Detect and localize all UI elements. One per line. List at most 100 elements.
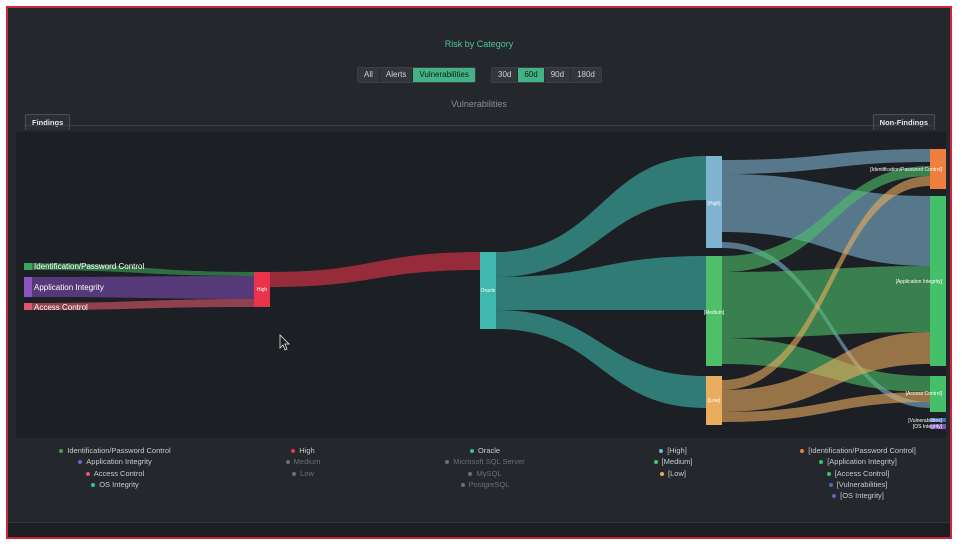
tab-non-findings[interactable]: Non-Findings (872, 114, 935, 130)
label-cat-app: [Application Integrity] (896, 279, 943, 285)
node-sev-low[interactable] (706, 376, 722, 425)
legend-label: [Application Integrity] (827, 457, 897, 467)
legend-item[interactable]: [Vulnerabilities] (783, 479, 933, 490)
legend-severity: High Medium Low (263, 445, 343, 479)
label-appint: Application Integrity (34, 283, 104, 292)
legend-item[interactable]: [Medium] (633, 456, 713, 467)
legend-label: Medium (293, 457, 321, 467)
legend-item[interactable]: PostgreSQL (430, 479, 540, 490)
legend-item[interactable]: Identification/Password Control (55, 445, 175, 456)
legend-dot-icon (91, 482, 96, 487)
range-filter-group: 30d 60d 90d 180d (491, 67, 602, 83)
legend-category: [Identification/Password Control] [Applic… (783, 445, 933, 501)
chart-subtitle: Vulnerabilities (451, 99, 507, 109)
link-high-oracle[interactable] (270, 252, 480, 287)
range-90d-button[interactable]: 90d (544, 68, 572, 82)
node-high[interactable] (254, 272, 270, 307)
legend-label: Microsoft SQL Server (453, 457, 525, 467)
label-cat-vuln: [Vulnerabilities] (908, 418, 942, 424)
nodes (24, 149, 946, 429)
node-appint[interactable] (24, 277, 32, 297)
node-access[interactable] (24, 303, 32, 310)
node-cat-access[interactable] (930, 376, 946, 412)
node-cat-os[interactable] (930, 424, 946, 429)
label-oracle: Oracle (481, 288, 496, 294)
range-30d-button[interactable]: 30d (492, 68, 519, 82)
sankey-chart: Identification/Password Control Applicat… (16, 132, 946, 438)
chart-title: Risk by Category (444, 39, 514, 49)
link-idpw-high[interactable] (28, 263, 254, 276)
filter-all-button[interactable]: All (358, 68, 380, 82)
tab-findings[interactable]: Findings (25, 114, 71, 130)
link-appint-high[interactable] (28, 276, 254, 299)
legend-item[interactable]: Application Integrity (55, 456, 175, 467)
label-cat-idpw: [Identification/Password Control] (870, 167, 942, 173)
legend-label: [Low] (668, 468, 686, 478)
legend-dot-icon (445, 460, 450, 465)
filter-alerts-button[interactable]: Alerts (379, 68, 414, 82)
filter-vulnerabilities-button[interactable]: Vulnerabilities (413, 68, 475, 82)
legend-item[interactable]: [Low] (633, 468, 713, 479)
legend-label: MySQL (476, 468, 502, 478)
legend-item[interactable]: [Identification/Password Control] (783, 445, 933, 456)
link-sevmedium-idpw[interactable] (722, 166, 930, 272)
label-sev-low: [Low] (708, 398, 721, 404)
link-sevhigh-idpw[interactable] (722, 149, 930, 174)
legend-label: [Medium] (661, 457, 693, 467)
legend-dot-icon (291, 449, 296, 454)
legend-item[interactable]: OS Integrity (55, 479, 175, 490)
range-180d-button[interactable]: 180d (571, 68, 601, 82)
node-oracle[interactable] (480, 252, 496, 329)
link-oracle-sevhigh[interactable] (496, 156, 706, 277)
node-sev-medium[interactable] (706, 256, 722, 366)
legend-label: Application Integrity (86, 457, 152, 467)
legend-dot-icon (285, 460, 290, 465)
tab-divider (23, 125, 935, 126)
node-idpw[interactable] (24, 263, 32, 270)
legend-label: High (299, 446, 315, 455)
legend-item[interactable]: High (263, 445, 343, 456)
range-60d-button[interactable]: 60d (518, 68, 545, 82)
link-oracle-sevlow[interactable] (496, 310, 706, 408)
legend-dot-icon (800, 449, 805, 454)
node-sev-high[interactable] (706, 156, 722, 248)
node-cat-idpw[interactable] (930, 149, 946, 189)
label-high: High (257, 287, 268, 293)
link-access-high[interactable] (28, 299, 254, 310)
legend-item[interactable]: MySQL (430, 468, 540, 479)
label-cat-os: [OS Integrity] (913, 424, 943, 430)
legend-dot-icon (659, 449, 664, 454)
legend-label: [Access Control] (834, 468, 890, 478)
node-cat-vuln[interactable] (930, 418, 946, 422)
legend-item[interactable]: Access Control (55, 468, 175, 479)
legend-item[interactable]: Microsoft SQL Server (430, 456, 540, 467)
legend-item[interactable]: Medium (263, 456, 343, 467)
node-cat-app[interactable] (930, 196, 946, 366)
legend-item[interactable]: [OS Integrity] (783, 490, 933, 501)
bottom-status-bar (8, 522, 950, 537)
legend-dot-icon (469, 449, 474, 454)
legend-item[interactable]: [Application Integrity] (783, 456, 933, 467)
legend-item[interactable]: [High] (633, 445, 713, 456)
legend-label: Low (300, 468, 314, 478)
legend-dot-icon (468, 471, 473, 476)
legend-label: PostgreSQL (468, 479, 510, 489)
link-sevmedium-app[interactable] (722, 266, 930, 338)
legend-item[interactable]: Low (263, 468, 343, 479)
label-sev-medium: [Medium] (704, 310, 725, 316)
legend-label: Identification/Password Control (67, 446, 171, 455)
type-filter-group: All Alerts Vulnerabilities (357, 67, 476, 83)
legend-dot-icon (828, 482, 833, 487)
legend-dot-icon (826, 471, 831, 476)
legend-dot-icon (85, 471, 90, 476)
legend-label: [Vulnerabilities] (836, 479, 888, 489)
label-idpw: Identification/Password Control (34, 262, 145, 271)
legend-item[interactable]: Oracle (430, 445, 540, 456)
links (28, 149, 930, 422)
link-oracle-sevmedium[interactable] (496, 256, 706, 310)
legend-database: Oracle Microsoft SQL Server MySQL PostgreSQ… (430, 445, 540, 490)
legend-item[interactable]: [Access Control] (783, 468, 933, 479)
node-labels: Identification/Password Control Applicat… (34, 167, 943, 430)
link-sevlow-access[interactable] (722, 392, 930, 422)
link-sevlow-app[interactable] (722, 332, 930, 412)
